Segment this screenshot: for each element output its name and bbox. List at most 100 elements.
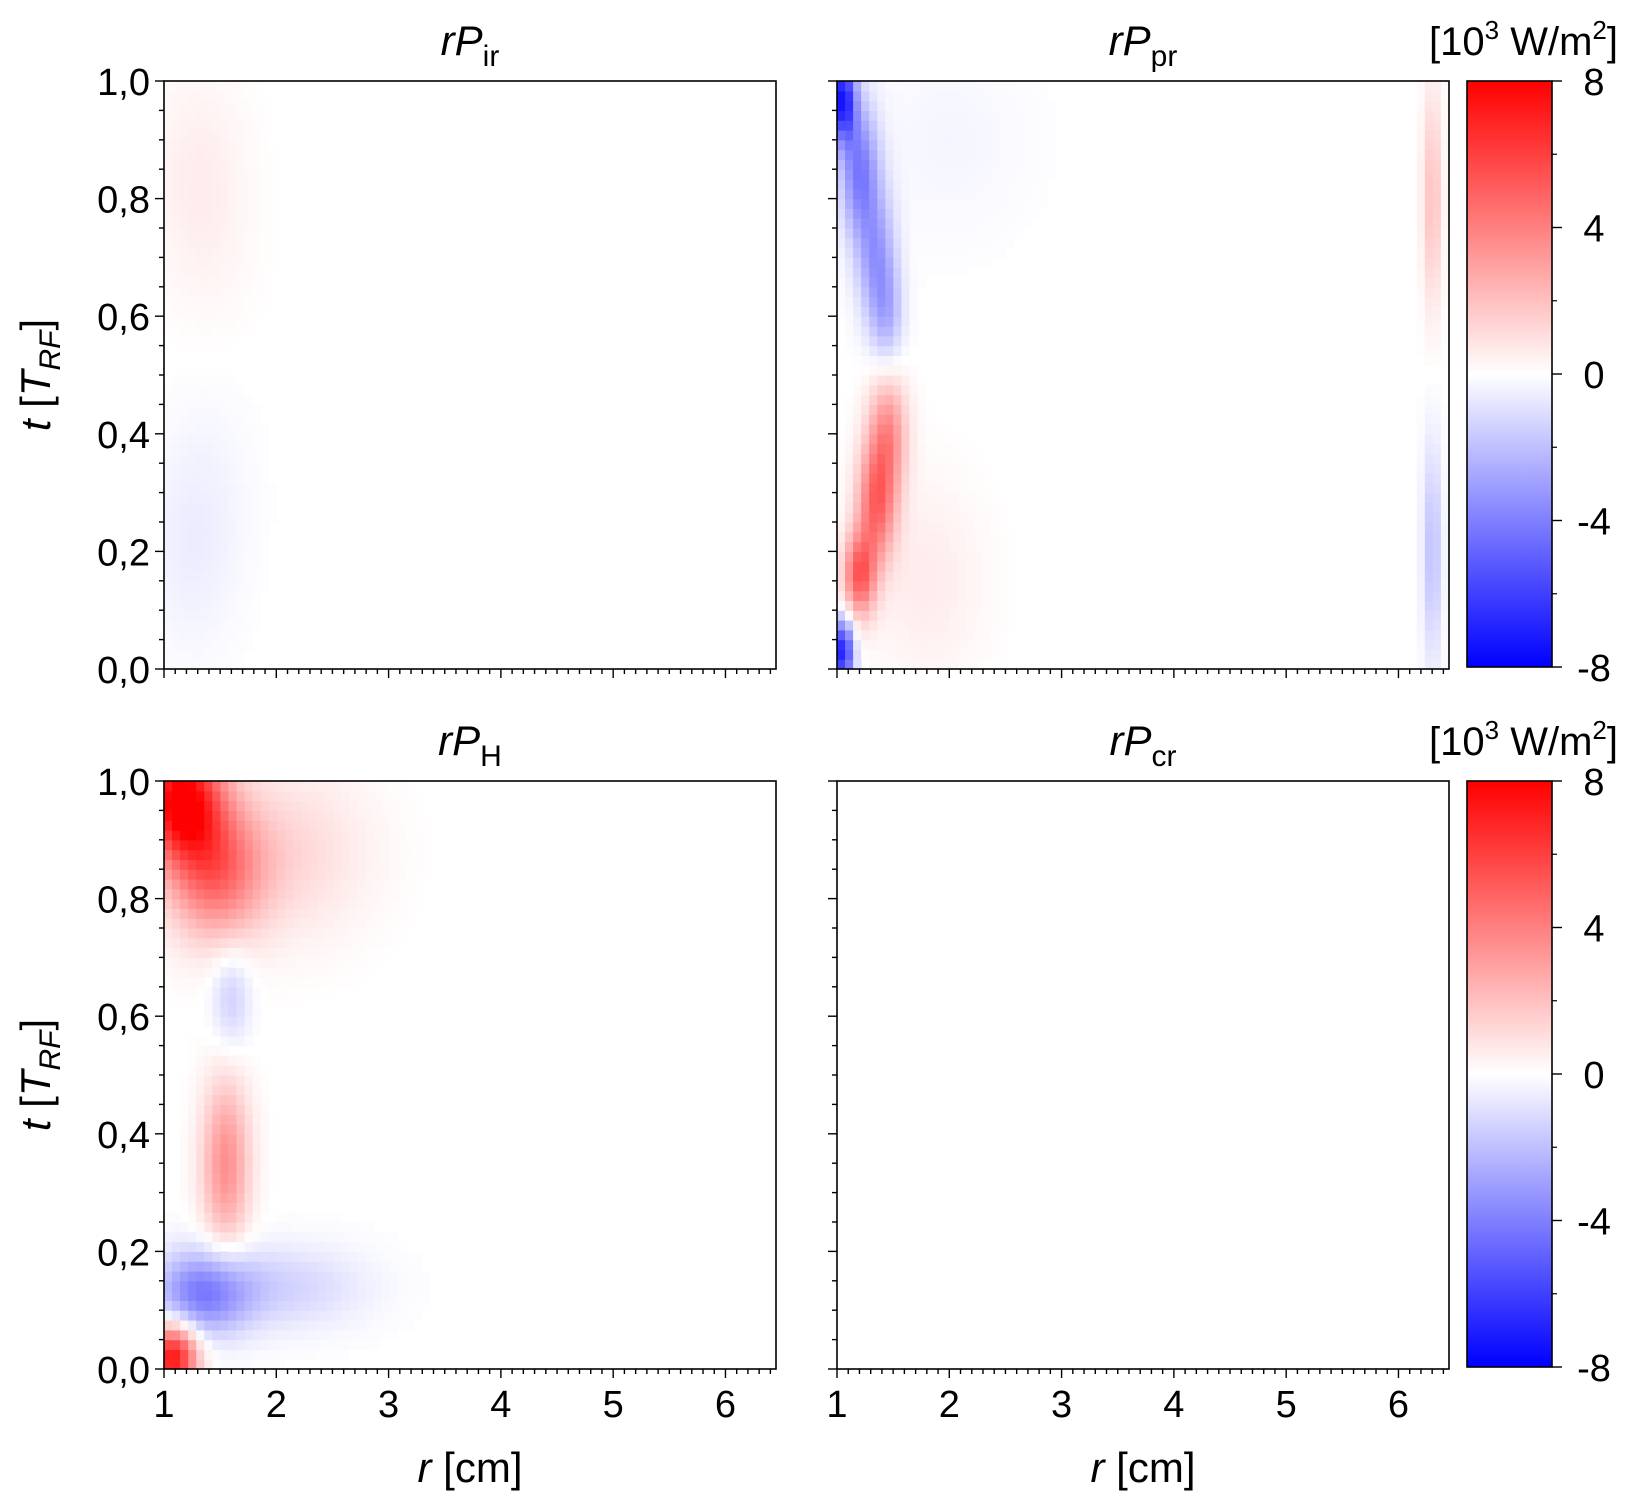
heatmap-cell <box>188 188 197 200</box>
heatmap-cell <box>204 830 213 841</box>
heatmap-cell <box>164 551 173 562</box>
heatmap-cell <box>164 649 173 660</box>
heatmap-cell <box>365 1280 374 1292</box>
heatmap-cell <box>260 1202 270 1213</box>
heatmap-cell <box>845 482 854 494</box>
heatmap-cell <box>885 600 894 611</box>
heatmap-cell <box>228 600 238 611</box>
heatmap-cell <box>925 443 935 454</box>
heatmap-cell <box>869 629 878 641</box>
heatmap-cell <box>212 267 221 278</box>
heatmap-cell <box>196 1339 205 1350</box>
heatmap-cell <box>1424 296 1434 307</box>
heatmap-cell <box>196 531 205 543</box>
heatmap-cell <box>397 781 407 792</box>
heatmap-cell <box>180 473 189 484</box>
heatmap-cell <box>869 306 878 317</box>
heatmap-cell <box>1424 433 1434 445</box>
heatmap-cell <box>1006 159 1015 170</box>
heatmap-cell <box>1030 149 1039 160</box>
heatmap-cell <box>268 169 278 180</box>
heatmap-cell <box>397 849 407 860</box>
heatmap-cell <box>300 947 310 958</box>
plot-frame <box>836 780 1450 1370</box>
heatmap-cell <box>244 277 254 288</box>
heatmap-cell <box>893 522 903 533</box>
heatmap-cell <box>180 267 189 278</box>
heatmap-cell <box>252 159 262 170</box>
heatmap-cell <box>325 820 334 831</box>
heatmap-cell <box>228 424 238 435</box>
heatmap-cell <box>405 859 415 870</box>
heatmap-cell <box>893 149 903 160</box>
heatmap-cell <box>228 1280 238 1292</box>
heatmap-cell <box>885 355 894 366</box>
heatmap-cell <box>228 1182 238 1194</box>
heatmap-cell <box>909 188 919 200</box>
heatmap-cell <box>869 267 878 278</box>
heatmap-cell <box>909 296 919 307</box>
heatmap-cell <box>917 629 927 641</box>
heatmap-cell <box>204 1016 213 1027</box>
heatmap-cell <box>1006 610 1015 621</box>
heatmap-cell <box>389 1261 399 1272</box>
heatmap-cell <box>236 169 246 180</box>
heatmap-cell <box>196 541 205 552</box>
heatmap-cell <box>405 800 415 811</box>
heatmap-cell <box>212 1026 221 1037</box>
heatmap-cell <box>164 820 173 831</box>
panels-group: 0,00,20,40,60,81,0t [TRF]rPir rPpr840-4-8… <box>12 15 1618 1491</box>
heatmap-cell <box>204 149 213 160</box>
heatmap-cell <box>917 375 927 386</box>
heatmap-cell <box>244 800 254 811</box>
heatmap-cell <box>998 610 1007 621</box>
heatmap-cell <box>276 1231 286 1243</box>
x-tick-label: 4 <box>1163 1384 1184 1426</box>
heatmap-cell <box>885 463 894 474</box>
heatmap-cell <box>901 316 911 327</box>
colorbar-tick-label: -4 <box>1577 502 1611 544</box>
heatmap-cell <box>405 790 415 802</box>
heatmap-cell <box>236 1055 246 1066</box>
heatmap-cell <box>957 610 967 621</box>
heatmap-cell <box>885 81 894 92</box>
heatmap-cell <box>1006 90 1015 102</box>
heatmap-cell <box>853 571 862 582</box>
heatmap-cell <box>1006 561 1015 572</box>
heatmap-cell <box>837 473 846 484</box>
heatmap-cell <box>212 590 221 601</box>
heatmap-cell <box>869 394 878 405</box>
heatmap-cell <box>164 1329 173 1341</box>
heatmap-cell <box>861 120 870 131</box>
heatmap-cell <box>196 335 205 347</box>
heatmap-cell <box>877 345 886 356</box>
heatmap-cell <box>204 394 213 405</box>
heatmap-cell <box>204 1182 213 1194</box>
heatmap-cell <box>260 257 270 268</box>
heatmap-cell <box>172 571 181 582</box>
heatmap-cell <box>885 424 894 435</box>
heatmap-cell <box>220 859 230 870</box>
heatmap-cell <box>1432 629 1442 641</box>
heatmap-cell <box>901 159 911 170</box>
heatmap-cell <box>941 443 951 454</box>
heatmap-cell <box>188 790 197 802</box>
heatmap-cell <box>1424 149 1434 160</box>
heatmap-cell <box>228 810 238 821</box>
heatmap-cell <box>260 937 270 949</box>
heatmap-cell <box>188 257 197 268</box>
heatmap-cell <box>164 957 173 968</box>
heatmap-cell <box>236 384 246 396</box>
heatmap-cell <box>284 859 294 870</box>
heatmap-cell <box>941 188 951 200</box>
heatmap-cell <box>917 100 927 111</box>
heatmap-cell <box>180 247 189 258</box>
heatmap-cells <box>164 781 431 1370</box>
heatmap-cell <box>284 908 294 919</box>
heatmap-cell <box>917 580 927 592</box>
heatmap-cell <box>885 345 894 356</box>
heatmap-cell <box>260 512 270 523</box>
heatmap-cell <box>389 879 399 890</box>
heatmap-cell <box>196 139 205 151</box>
heatmap-cell <box>325 1261 334 1272</box>
